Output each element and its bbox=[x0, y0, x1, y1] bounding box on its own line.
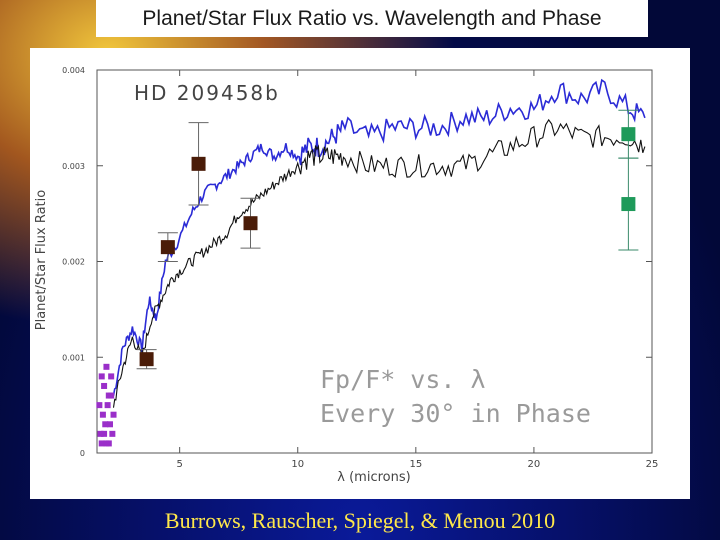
slide-title-box: Planet/Star Flux Ratio vs. Wavelength an… bbox=[96, 0, 648, 37]
purple-point bbox=[104, 402, 111, 409]
brown-data-point bbox=[243, 216, 258, 231]
x-tick-label: 5 bbox=[176, 459, 182, 470]
purple-point bbox=[109, 430, 116, 437]
purple-point bbox=[101, 382, 108, 389]
purple-point bbox=[103, 363, 110, 370]
purple-point bbox=[108, 392, 115, 399]
slide-credit: Burrows, Rauscher, Spiegel, & Menou 2010 bbox=[164, 508, 556, 533]
green-data-point bbox=[621, 127, 636, 142]
purple-point bbox=[96, 402, 103, 409]
y-tick-label: 0.004 bbox=[62, 66, 85, 75]
y-tick-label: 0.003 bbox=[62, 162, 85, 171]
y-tick-label: 0.001 bbox=[62, 353, 85, 362]
purple-point bbox=[98, 373, 105, 380]
y-tick-label: 0 bbox=[80, 449, 85, 458]
annotation-line-2: Every 30° in Phase bbox=[320, 399, 591, 428]
x-tick-label: 10 bbox=[291, 459, 304, 470]
plot-frame bbox=[96, 69, 653, 454]
purple-point bbox=[102, 421, 109, 428]
purple-point bbox=[97, 430, 104, 437]
y-tick-label: 0.002 bbox=[62, 258, 85, 267]
purple-point bbox=[106, 421, 113, 428]
x-axis-label: λ (microns) bbox=[337, 470, 410, 485]
x-tick-label: 20 bbox=[528, 459, 541, 470]
series-line-model-phase-blue bbox=[112, 78, 646, 396]
brown-data-point bbox=[191, 156, 206, 171]
flux-ratio-chart: 5 10 15 20 25 0 0.001 0.002 0.003 0.004 HD 209458… bbox=[34, 66, 659, 485]
x-tick-label: 15 bbox=[409, 459, 422, 470]
brown-data-point bbox=[139, 352, 154, 367]
purple-point bbox=[110, 411, 117, 418]
purple-point bbox=[101, 430, 108, 437]
chart-panel: 5 10 15 20 25 0 0.001 0.002 0.003 0.004 HD 209458… bbox=[30, 48, 690, 499]
annotation-line-1: Fp/F* vs. λ bbox=[320, 365, 486, 394]
slide-title: Planet/Star Flux Ratio vs. Wavelength an… bbox=[142, 6, 602, 30]
purple-point bbox=[105, 440, 112, 447]
green-data-point bbox=[621, 197, 636, 212]
y-axis-label: Planet/Star Flux Ratio bbox=[34, 190, 49, 331]
plot-label: HD 209458b bbox=[134, 81, 280, 105]
purple-point bbox=[99, 411, 106, 418]
brown-data-point bbox=[160, 240, 175, 255]
series-line-model-phase-black bbox=[112, 118, 646, 408]
purple-point bbox=[108, 373, 115, 380]
x-tick-label: 25 bbox=[646, 459, 659, 470]
purple-point bbox=[98, 440, 105, 447]
